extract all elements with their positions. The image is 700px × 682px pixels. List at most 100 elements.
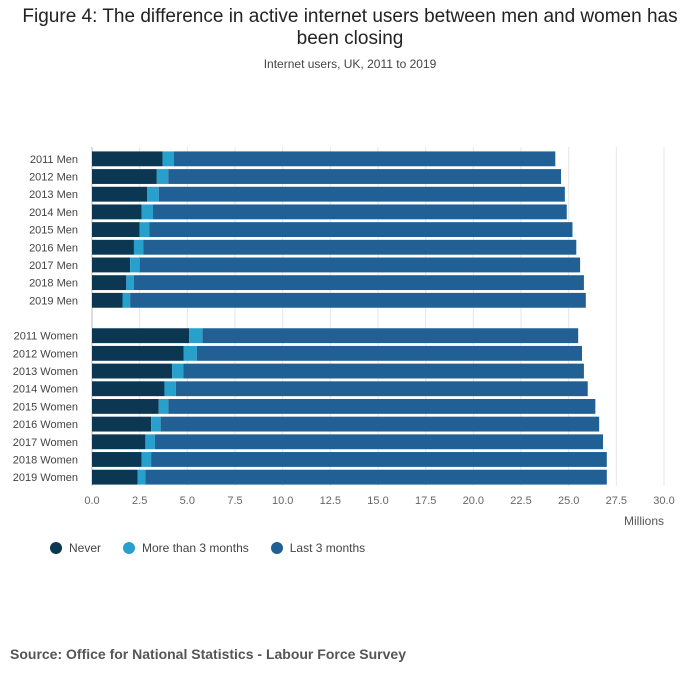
legend-swatch-last-3-months	[270, 542, 283, 554]
bar-segment	[92, 398, 159, 414]
y-category-label: 2011 Women	[14, 331, 78, 343]
x-tick-label: 12.5	[320, 495, 341, 507]
x-tick-label: 27.5	[606, 495, 627, 507]
bar-segment	[92, 381, 165, 397]
x-tick-label: 7.5	[227, 495, 242, 507]
y-category-label: 2014 Men	[29, 207, 78, 219]
legend-item-last-3-months[interactable]: Last 3 months	[270, 541, 366, 555]
x-tick-label: 10.0	[272, 495, 293, 507]
chart-title: Figure 4: The difference in active inter…	[22, 6, 678, 49]
bar-segment	[141, 452, 152, 467]
bar-segment	[92, 275, 127, 291]
chart-subtitle: Internet users, UK, 2011 to 2019	[263, 57, 437, 71]
bar-segment	[92, 257, 131, 273]
bar-segment	[145, 434, 155, 450]
y-category-label: 2019 Men	[29, 295, 78, 307]
bar-segment	[143, 239, 577, 255]
bar-segment	[133, 239, 144, 255]
bar-segment	[147, 186, 159, 202]
y-category-label: 2015 Women	[13, 401, 78, 413]
bar-segment	[141, 204, 154, 220]
y-category-label: 2016 Men	[29, 242, 78, 254]
legend-item-more-than-3-months[interactable]: More than 3 months	[123, 541, 249, 555]
bar-segment	[92, 169, 157, 184]
bar-segment	[92, 292, 123, 308]
bar-segment	[92, 186, 148, 202]
x-tick-label: 22.5	[510, 495, 531, 507]
bar-segment	[139, 257, 581, 273]
stacked-bar-chart: 0.0 2.5 5.0 7.5 10.0 12.5 15.0 17.5 20.0 22.5 25.0…	[13, 147, 675, 528]
x-tick-label: 25.0	[558, 495, 579, 507]
chart-legend: Never More than 3 months Last 3 months	[50, 541, 365, 555]
bar-segment	[126, 275, 134, 291]
bar-segment	[92, 363, 173, 379]
x-tick-label: 30.0	[653, 495, 674, 507]
bar-segment	[92, 222, 140, 238]
bar-segment	[149, 222, 573, 238]
bar-segment	[133, 275, 584, 291]
y-category-label: 2015 Men	[29, 225, 78, 237]
source-note: Source: Office for National Statistics -…	[10, 646, 406, 662]
bar-segment	[145, 469, 607, 485]
bar-segment	[139, 222, 150, 238]
bar-segment	[130, 292, 586, 308]
legend-label-never: Never	[69, 541, 102, 555]
bar-segment	[183, 345, 197, 361]
legend-swatch-never	[50, 542, 62, 554]
x-tick-label: 0.0	[84, 495, 99, 507]
x-tick-label: 17.5	[415, 495, 436, 507]
y-category-label: 2018 Men	[29, 278, 78, 290]
bar-segment	[158, 186, 565, 202]
bar-segment	[92, 416, 152, 432]
y-category-label: 2018 Women	[13, 454, 78, 466]
legend-item-never[interactable]: Never	[50, 541, 101, 555]
bar-segment	[151, 416, 161, 432]
bar-segment	[92, 328, 190, 344]
bar-segment	[122, 292, 131, 308]
bar-segment	[202, 328, 579, 344]
y-category-label: 2012 Women	[13, 348, 78, 360]
bar-segment	[196, 345, 583, 361]
bar-segment	[164, 381, 176, 397]
y-category-label: 2013 Men	[29, 189, 78, 201]
x-axis-label: Millions	[624, 514, 664, 528]
bar-segment	[183, 363, 584, 379]
bar-segment	[137, 469, 146, 485]
bar-segment	[154, 434, 603, 450]
bar-segment	[175, 381, 588, 397]
bar-segment	[153, 204, 567, 220]
bar-segment	[158, 398, 169, 414]
bar-segment	[92, 204, 142, 220]
x-tick-label: 2.5	[132, 495, 147, 507]
y-category-label: 2017 Men	[29, 260, 78, 272]
y-category-label: 2016 Women	[13, 419, 78, 431]
legend-swatch-more-than-3-months	[123, 542, 136, 554]
bar-segment	[92, 345, 184, 361]
bar-segment	[162, 151, 174, 167]
bar-segment	[92, 434, 146, 450]
bar-segment	[189, 328, 203, 344]
y-category-label: 2012 Men	[29, 172, 78, 184]
bar-segment	[130, 257, 140, 273]
bar-segment	[151, 452, 607, 467]
x-tick-label: 20.0	[463, 495, 484, 507]
bar-segment	[156, 169, 169, 184]
bar-segment	[92, 151, 163, 167]
y-category-label: 2014 Women	[13, 384, 78, 396]
x-tick-label: 15.0	[367, 495, 388, 507]
y-category-label: 2019 Women	[13, 472, 78, 484]
bar-segment	[168, 169, 562, 184]
legend-label-last-3-months: Last 3 months	[289, 541, 366, 555]
bar-segment	[172, 363, 184, 379]
y-category-label: 2011 Men	[30, 154, 78, 166]
bar-segment	[92, 469, 138, 485]
bar-segment	[92, 239, 134, 255]
bar-segment	[92, 452, 142, 467]
bar-segment	[168, 398, 596, 414]
legend-label-more-than-3-months: More than 3 months	[142, 541, 249, 555]
bar-segment	[173, 151, 556, 167]
y-category-label: 2017 Women	[13, 437, 78, 449]
bar-segment	[160, 416, 600, 432]
y-category-label: 2013 Women	[13, 366, 78, 378]
x-tick-label: 5.0	[180, 495, 195, 507]
